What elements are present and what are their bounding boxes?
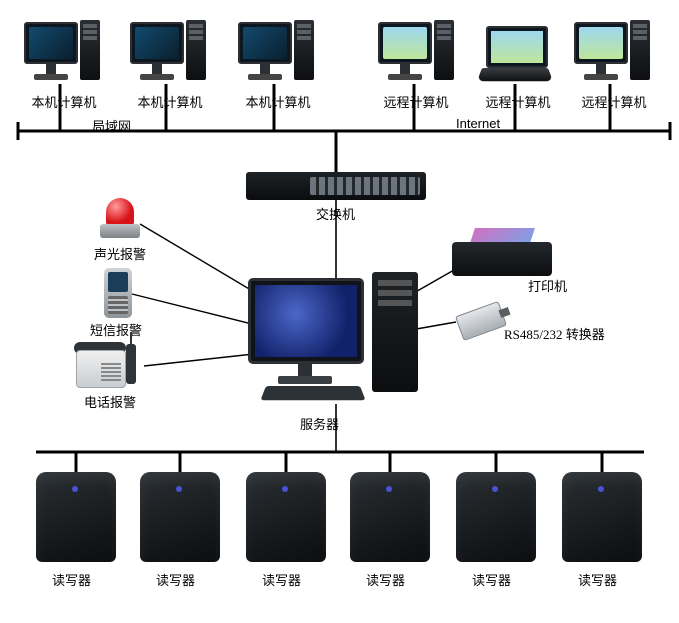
- internet-bus-label: Internet: [456, 116, 500, 131]
- reader-label: 读写器: [52, 570, 91, 589]
- phone-alarm-label: 电话报警: [84, 392, 136, 411]
- printer-icon: [452, 228, 552, 278]
- server-label: 服务器: [300, 414, 339, 433]
- mobile-phone-icon: [104, 268, 132, 318]
- reader-label: 读写器: [156, 570, 195, 589]
- local-computer-label: 本机计算机: [240, 92, 316, 111]
- rs485-converter-icon: [455, 301, 507, 341]
- local-computer-label: 本机计算机: [26, 92, 102, 111]
- card-reader-icon: [562, 472, 642, 562]
- remote-computer-label: 远程计算机: [378, 92, 454, 111]
- sms-label: 短信报警: [90, 320, 142, 339]
- card-reader-icon: [140, 472, 220, 562]
- remote-laptop-icon: [480, 22, 550, 82]
- card-reader-icon: [350, 472, 430, 562]
- printer-label: 打印机: [528, 276, 567, 295]
- reader-label: 读写器: [472, 570, 511, 589]
- local-computer-icon: [238, 18, 318, 82]
- local-computer-icon: [24, 18, 104, 82]
- remote-computer-label: 远程计算机: [480, 92, 556, 111]
- remote-computer-label: 远程计算机: [576, 92, 652, 111]
- card-reader-icon: [36, 472, 116, 562]
- network-topology-diagram: 本机计算机 本机计算机 本机计算机 远程计算机 远程计算机 远程计算机 局域网 …: [0, 0, 679, 623]
- alarm-label: 声光报警: [94, 244, 146, 263]
- converter-label: RS485/232 转换器: [504, 324, 605, 343]
- server-icon: [248, 278, 418, 408]
- network-switch-icon: [246, 172, 426, 200]
- desk-phone-icon: [76, 342, 136, 388]
- reader-label: 读写器: [366, 570, 405, 589]
- card-reader-icon: [456, 472, 536, 562]
- remote-computer-icon: [378, 18, 458, 82]
- local-computer-icon: [130, 18, 210, 82]
- reader-label: 读写器: [262, 570, 301, 589]
- switch-label: 交换机: [316, 204, 355, 223]
- lan-bus-label: 局域网: [92, 116, 131, 135]
- local-computer-label: 本机计算机: [132, 92, 208, 111]
- reader-label: 读写器: [578, 570, 617, 589]
- card-reader-icon: [246, 472, 326, 562]
- alarm-light-icon: [100, 198, 140, 242]
- remote-computer-icon: [574, 18, 654, 82]
